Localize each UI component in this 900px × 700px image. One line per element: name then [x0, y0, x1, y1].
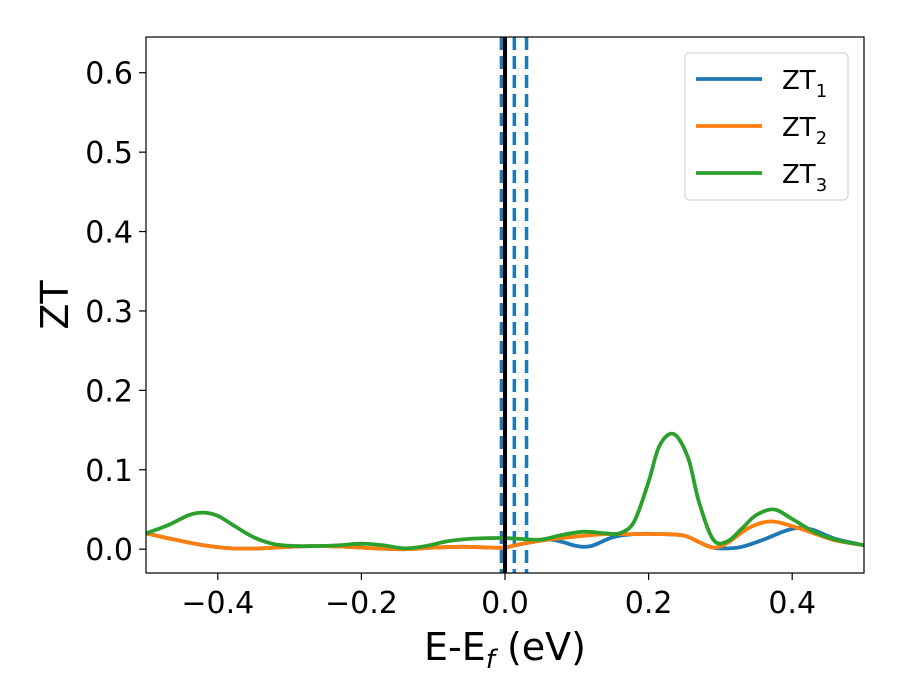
x-tick-label: 0.4 — [768, 586, 816, 621]
legend-frame — [684, 52, 849, 201]
x-axis-label: E-Ef (eV) — [424, 625, 586, 675]
legend-label-zt2: ZT2 — [782, 113, 827, 149]
x-tick-label: −0.4 — [181, 586, 254, 621]
x-tick-label: −0.2 — [325, 586, 398, 621]
series-layer — [146, 37, 864, 573]
y-tick-label: 0.2 — [85, 374, 133, 409]
y-tick-label: 0.4 — [85, 216, 133, 251]
legend-label-zt3: ZT3 — [782, 160, 827, 196]
y-tick-label: 0.5 — [85, 136, 133, 171]
x-tick-label: 0.0 — [481, 586, 529, 621]
y-tick-label: 0.6 — [85, 57, 133, 92]
y-tick-label: 0.1 — [85, 454, 133, 489]
y-axis: 0.0 0.1 0.2 0.3 0.4 0.5 0.6 — [85, 57, 146, 568]
legend-label-zt1: ZT1 — [782, 66, 827, 102]
y-axis-label: ZT — [33, 280, 77, 330]
x-axis-label-unit: (eV) — [495, 625, 586, 669]
legend: ZT1 ZT2 ZT3 — [684, 52, 849, 201]
x-axis: −0.4 −0.2 0.0 0.2 0.4 — [181, 573, 816, 621]
series-line-zt3 — [146, 431, 864, 551]
y-tick-label: 0.3 — [85, 295, 133, 330]
x-tick-label: 0.2 — [625, 586, 673, 621]
y-tick-label: 0.0 — [85, 533, 133, 568]
